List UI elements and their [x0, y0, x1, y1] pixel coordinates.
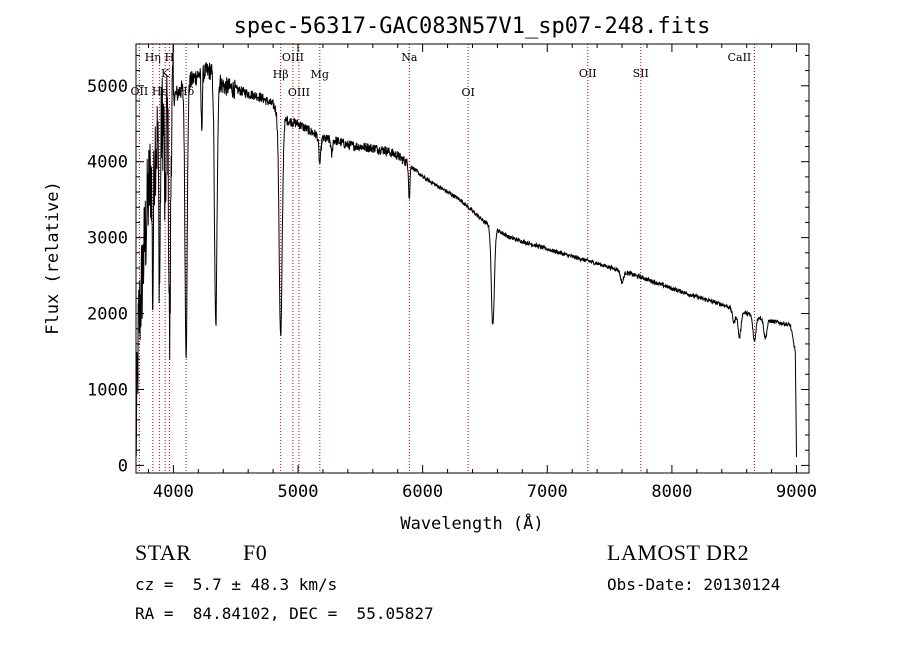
object-subclass: F0 — [243, 540, 268, 565]
line-marker-label: OIII — [288, 86, 310, 99]
chart-title: spec-56317-GAC083N57V1_sp07-248.fits — [234, 14, 711, 39]
line-marker-label: H — [165, 51, 175, 64]
line-marker-label: K — [161, 67, 170, 80]
survey-name: LAMOST DR2 — [607, 540, 750, 565]
line-marker-label: OII — [579, 67, 597, 80]
x-axis-label: Wavelength (Å) — [400, 512, 543, 534]
y-axis-label: Flux (relative) — [43, 181, 63, 335]
x-tick-label: 5000 — [278, 482, 319, 502]
x-tick-label: 4000 — [153, 482, 194, 502]
y-tick-label: 3000 — [87, 229, 128, 249]
redshift-text: cz = 5.7 ± 48.3 km/s — [135, 575, 338, 594]
x-tick-label: 7000 — [527, 482, 568, 502]
line-marker-label: OI — [461, 86, 474, 99]
x-tick-label: 6000 — [402, 482, 443, 502]
plot-frame — [135, 43, 810, 474]
y-tick-label: 5000 — [87, 77, 128, 97]
obs-date: Obs-Date: 20130124 — [607, 575, 781, 594]
emission-line-markers — [138, 44, 755, 473]
spectrum-line — [135, 44, 797, 458]
line-marker-label: CaII — [728, 51, 752, 64]
line-marker-label: Hε — [152, 85, 168, 98]
y-tick-label: 0 — [118, 456, 128, 476]
line-marker-label: SII — [633, 67, 649, 80]
line-marker-label: OII — [131, 85, 149, 98]
line-marker-label: Hη — [145, 51, 161, 64]
line-marker-label: OIII — [282, 51, 304, 64]
y-tick-label: 2000 — [87, 305, 128, 325]
object-class: STAR — [135, 540, 192, 565]
y-tick-label: 1000 — [87, 380, 128, 400]
line-marker-label: Na — [401, 51, 418, 64]
x-axis: 4000 5000 6000 7000 8000 9000 — [147, 44, 817, 502]
x-tick-label: 8000 — [651, 482, 692, 502]
line-marker-label: Mg — [311, 68, 329, 81]
coordinates-text: RA = 84.84102, DEC = 55.05827 — [135, 604, 434, 623]
y-axis: 0 1000 2000 3000 4000 5000 — [87, 54, 809, 476]
x-tick-label: 9000 — [776, 482, 817, 502]
line-marker-label: Hβ — [273, 68, 289, 81]
y-tick-label: 4000 — [87, 153, 128, 173]
